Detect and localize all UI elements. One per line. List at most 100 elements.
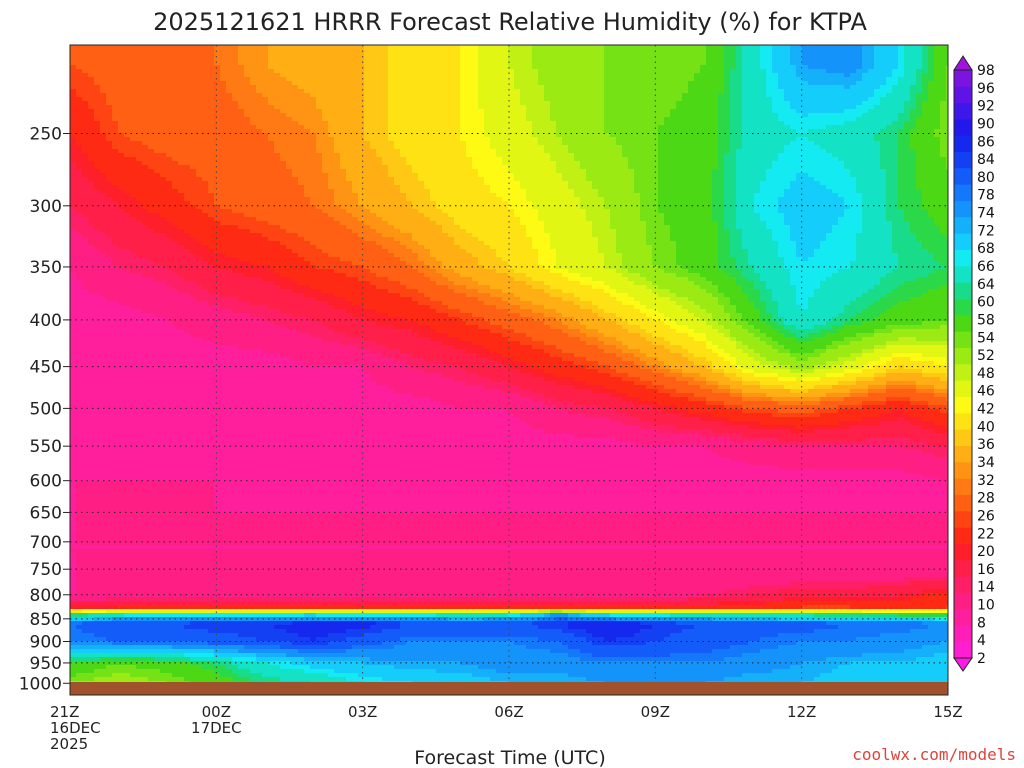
rh-cell	[700, 125, 707, 130]
rh-cell	[694, 113, 701, 118]
rh-cell	[592, 73, 599, 78]
rh-cell	[664, 145, 671, 150]
rh-cell	[208, 61, 215, 66]
rh-cell	[646, 65, 653, 70]
rh-cell	[724, 149, 731, 154]
rh-cell	[826, 141, 833, 146]
rh-cell	[286, 45, 293, 50]
rh-cell	[586, 161, 593, 166]
rh-cell	[676, 169, 683, 174]
rh-cell	[430, 149, 437, 154]
rh-cell	[820, 125, 827, 130]
rh-cell	[454, 145, 461, 150]
rh-cell	[898, 157, 905, 162]
rh-cell	[700, 69, 707, 74]
rh-cell	[76, 169, 83, 174]
rh-cell	[610, 113, 617, 118]
rh-cell	[922, 73, 929, 78]
rh-cell	[586, 53, 593, 58]
rh-cell	[682, 77, 689, 82]
rh-cell	[868, 93, 875, 98]
rh-cell	[562, 89, 569, 94]
rh-cell	[460, 153, 467, 158]
rh-cell	[256, 85, 263, 90]
rh-cell	[928, 113, 935, 118]
rh-cell	[682, 89, 689, 94]
rh-cell	[814, 145, 821, 150]
rh-cell	[526, 61, 533, 66]
rh-cell	[850, 133, 857, 138]
rh-cell	[388, 117, 395, 122]
rh-cell	[658, 101, 665, 106]
rh-cell	[892, 69, 899, 74]
rh-cell	[628, 165, 635, 170]
rh-cell	[850, 93, 857, 98]
rh-cell	[820, 57, 827, 62]
rh-cell	[850, 45, 857, 50]
rh-cell	[634, 73, 641, 78]
rh-cell	[88, 165, 95, 170]
rh-cell	[454, 97, 461, 102]
rh-cell	[778, 137, 785, 142]
rh-cell	[424, 153, 431, 158]
rh-cell	[550, 113, 557, 118]
rh-cell	[172, 85, 179, 90]
rh-cell	[916, 133, 923, 138]
rh-cell	[370, 57, 377, 62]
rh-cell	[430, 85, 437, 90]
rh-cell	[592, 149, 599, 154]
rh-cell	[640, 57, 647, 62]
rh-cell	[448, 141, 455, 146]
rh-cell	[472, 105, 479, 110]
rh-cell	[376, 129, 383, 134]
rh-cell	[388, 65, 395, 70]
rh-cell	[118, 169, 125, 174]
rh-cell	[592, 165, 599, 170]
rh-cell	[70, 117, 77, 122]
rh-cell	[490, 57, 497, 62]
rh-cell	[754, 105, 761, 110]
rh-cell	[352, 173, 359, 178]
rh-cell	[220, 45, 227, 50]
rh-cell	[838, 65, 845, 70]
rh-cell	[748, 173, 755, 178]
rh-cell	[802, 157, 809, 162]
rh-cell	[274, 105, 281, 110]
rh-cell	[154, 109, 161, 114]
rh-cell	[844, 45, 851, 50]
rh-cell	[202, 53, 209, 58]
rh-cell	[892, 161, 899, 166]
rh-cell	[922, 69, 929, 74]
rh-cell	[832, 81, 839, 86]
rh-cell	[472, 169, 479, 174]
rh-cell	[244, 153, 251, 158]
rh-cell	[838, 61, 845, 66]
rh-cell	[550, 57, 557, 62]
rh-cell	[592, 49, 599, 54]
rh-cell	[106, 57, 113, 62]
rh-cell	[190, 169, 197, 174]
rh-cell	[448, 105, 455, 110]
rh-cell	[304, 109, 311, 114]
rh-cell	[898, 121, 905, 126]
rh-cell	[382, 141, 389, 146]
rh-cell	[286, 145, 293, 150]
rh-cell	[736, 109, 743, 114]
rh-cell	[352, 77, 359, 82]
rh-cell	[862, 85, 869, 90]
rh-cell	[364, 77, 371, 82]
rh-cell	[430, 61, 437, 66]
rh-cell	[340, 161, 347, 166]
rh-cell	[868, 177, 875, 182]
rh-cell	[70, 97, 77, 102]
rh-cell	[862, 101, 869, 106]
rh-cell	[124, 125, 131, 130]
rh-cell	[346, 89, 353, 94]
rh-cell	[136, 77, 143, 82]
rh-cell	[820, 97, 827, 102]
rh-cell	[88, 73, 95, 78]
rh-cell	[154, 57, 161, 62]
rh-cell	[106, 49, 113, 54]
rh-cell	[802, 141, 809, 146]
rh-cell	[400, 61, 407, 66]
